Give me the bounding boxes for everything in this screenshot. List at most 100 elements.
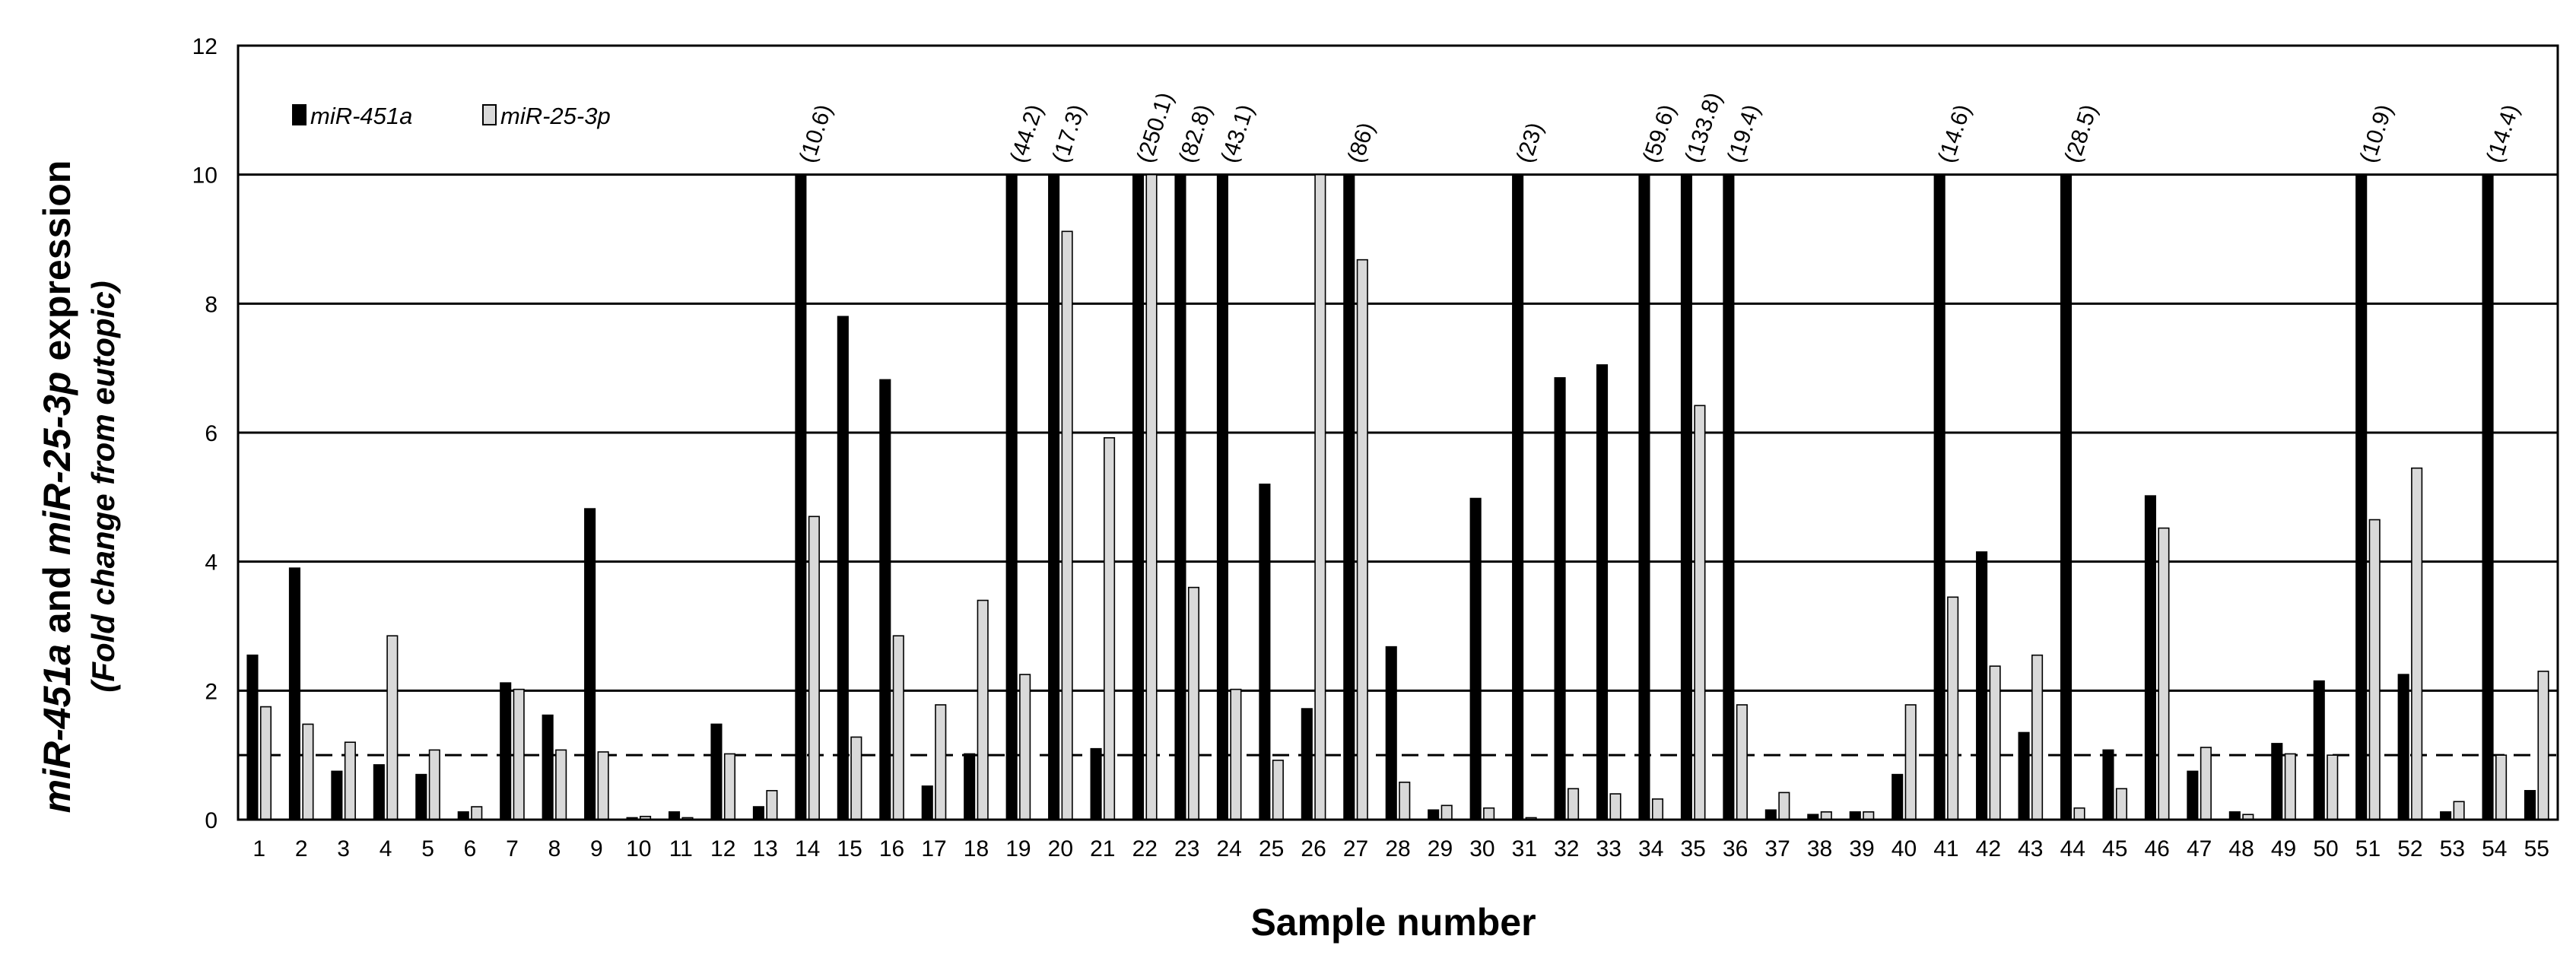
bar-mir451a [795,173,807,820]
x-tick-label: 33 [1596,836,1622,861]
bar-mir25-3p [513,688,525,820]
x-tick-label: 46 [2144,836,2169,861]
bar-mir451a [1469,497,1482,820]
legend-swatch-mir451a [292,104,307,125]
bar-mir451a [2144,495,2156,820]
annotation-label: (43.1) [1216,101,1259,166]
x-tick-label: 35 [1680,836,1705,861]
bar-mir25-3p [597,751,609,820]
bar-mir451a [2018,731,2030,820]
annotations: (10.6) (44.2) (17.3) (250.1)(82.8) (43.1) (86… [795,90,2524,167]
bar-mir25-3p [892,635,904,820]
bar-mir451a [1090,747,1102,820]
y-tick-label: 12 [192,34,218,59]
bar-mir25-3p [1483,807,1495,820]
bar-mir25-3p [1651,798,1664,820]
bar-mir451a [542,714,554,820]
annotation-label: (133.8) [1680,90,1726,167]
bar-mir25-3p [1568,788,1580,820]
bar-mir451a [752,806,764,820]
annotation-label: (19.4) [1723,101,1765,166]
y-tick-label: 10 [192,163,218,189]
x-tick-label: 36 [1723,836,1748,861]
bar-mir451a [1764,809,1777,820]
x-tick-label: 7 [506,836,519,861]
x-tick-label: 5 [421,836,434,861]
bar-mir25-3p [1314,173,1326,820]
bar-mir25-3p [1230,688,1242,820]
annotation-label: (86) [1343,119,1380,166]
bar-mir451a [2060,173,2073,820]
x-tick-label: 21 [1090,836,1115,861]
bar-mir25-3p [766,790,778,820]
bar-mir25-3p [1947,596,1959,820]
annotation-label: (23) [1512,119,1548,166]
bar-mir451a [2313,680,2325,820]
bar-mir451a [710,723,723,820]
bar-mir25-3p [1609,793,1622,820]
x-tick-label: 1 [253,836,265,861]
bar-mir451a [2355,173,2368,820]
bar-mir451a [879,379,891,820]
bars [246,173,2549,820]
y-axis-label-line1: miR-451a and miR-25-3p expression [36,160,78,814]
x-tick-label: 6 [464,836,477,861]
x-tick-label: 53 [2440,836,2465,861]
bar-mir451a [2440,811,2452,820]
y-axis-label: miR-451a and miR-25-3p expression (Fold … [36,160,121,814]
x-tick-label: 28 [1385,836,1410,861]
bar-mir451a [584,508,596,820]
x-tick-label: 19 [1005,836,1031,861]
x-tick-label: 11 [669,836,693,861]
x-tick-label: 14 [795,836,820,861]
x-tick-label: 52 [2397,836,2422,861]
y-tick-label: 0 [205,808,218,833]
bar-mir25-3p [977,599,989,820]
bar-mir451a [2271,743,2283,820]
y-tick-labels: 0 2 4 6 8 10 12 [192,34,218,833]
annotation-label: (59.6) [1638,101,1681,166]
bar-mir25-3p [1736,704,1748,820]
x-tick-label: 26 [1301,836,1326,861]
x-axis-label: Sample number [1250,901,1536,944]
bar-mir451a [1849,811,1861,820]
x-tick-label: 13 [752,836,777,861]
annotation-label: (10.9) [2355,101,2398,166]
x-tick-label: 18 [964,836,989,861]
x-tick-label: 10 [626,836,651,861]
bar-mir451a [964,753,976,820]
bar-mir451a [2187,770,2199,820]
bar-mir451a [1512,173,1524,820]
bar-mir451a [1174,173,1186,820]
x-tick-label: 2 [295,836,308,861]
bar-mir451a [1596,364,1609,820]
bar-mir451a [457,811,469,820]
bar-mir451a [331,770,343,820]
bar-mir25-3p [1019,674,1031,820]
bar-mir25-3p [2537,671,2549,820]
y-axis-label-part: miR-25-3p [36,372,78,556]
bar-mir451a [1892,773,1904,820]
bar-mir25-3p [1820,811,1832,820]
annotation-label: (82.8) [1174,101,1217,166]
x-tick-label: 12 [710,836,735,861]
bar-mir451a [2102,749,2114,820]
bar-mir25-3p [1272,760,1284,820]
legend-swatch-mir25 [482,104,497,125]
bar-mir451a [1723,173,1735,820]
bar-mir451a [415,773,427,820]
bar-mir25-3p [723,753,736,820]
annotation-label: (17.3) [1048,101,1091,166]
bar-mir451a [1385,646,1397,820]
x-tick-label: 8 [548,836,561,861]
x-tick-label: 34 [1638,836,1663,861]
bar-mir451a [1343,173,1355,820]
bar-mir25-3p [1778,792,1790,820]
bar-mir25-3p [2327,754,2339,820]
x-tick-label: 30 [1469,836,1494,861]
bar-mir451a [500,682,512,820]
x-tick-label: 47 [2187,836,2212,861]
x-tick-label: 27 [1343,836,1368,861]
bar-mir451a [668,811,681,820]
